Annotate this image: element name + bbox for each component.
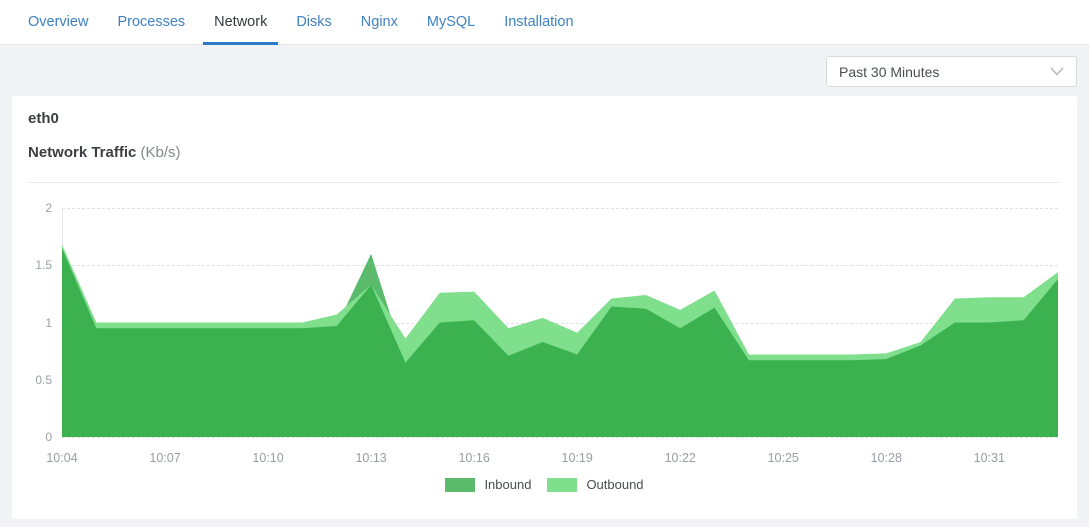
tab-mysql[interactable]: MySQL [426, 14, 476, 30]
tab-overview[interactable]: Overview [28, 14, 89, 30]
y-axis-label: 1 [45, 315, 52, 330]
x-axis-label: 10:10 [252, 451, 284, 465]
legend-swatch-outbound [547, 477, 578, 492]
tab-processes[interactable]: Processes [117, 14, 186, 30]
chevron-down-icon [1050, 67, 1064, 76]
chart-legend: Inbound Outbound [12, 477, 1077, 492]
x-axis-label: 10:13 [355, 451, 387, 465]
legend-swatch-inbound [445, 477, 476, 492]
gridline-y-1 [62, 322, 1058, 324]
x-axis-label: 10:28 [870, 451, 902, 465]
legend-label-outbound: Outbound [586, 477, 644, 492]
chart-plot-area[interactable] [62, 208, 1058, 437]
gridline-y-2 [62, 208, 1058, 209]
x-axis-label: 10:25 [767, 451, 799, 465]
x-axis-label: 10:22 [664, 451, 696, 465]
x-axis-label: 10:16 [458, 451, 490, 465]
gridline-y-0 [62, 437, 1058, 438]
x-axis-label: 10:04 [46, 451, 78, 465]
header-divider [28, 182, 1061, 183]
time-range-select[interactable]: Past 30 Minutes [826, 56, 1077, 87]
x-axis-label: 10:31 [973, 451, 1005, 465]
y-axis-label: 2 [45, 201, 52, 215]
legend-item-inbound: Inbound [445, 477, 531, 492]
y-axis-label: 0.5 [35, 372, 52, 387]
tab-nginx[interactable]: Nginx [360, 14, 398, 30]
x-axis-label: 10:19 [561, 451, 593, 465]
tab-bar: Overview Processes Network Disks Nginx MySQL I… [0, 0, 1089, 45]
network-card: eth0 Network Traffic (Kb/s) 0 0.5 1 1.5 2 10:… [12, 96, 1077, 519]
y-axis-label: 0 [45, 430, 52, 444]
chart-title: Network Traffic (Kb/s) [28, 144, 181, 161]
legend-item-outbound: Outbound [547, 477, 644, 492]
gridline-y-1.5 [62, 265, 1058, 267]
tab-installation[interactable]: Installation [504, 14, 574, 30]
y-axis-label: 1.5 [35, 258, 52, 273]
chart-title-text: Network Traffic [28, 144, 137, 161]
time-range-value: Past 30 Minutes [839, 63, 940, 80]
network-traffic-chart: 0 0.5 1 1.5 2 10:04 10:07 10:10 10:13 10:16 10:19 1… [35, 201, 1058, 465]
interface-title: eth0 [28, 110, 59, 127]
tab-disks[interactable]: Disks [296, 14, 332, 30]
chart-unit-text: (Kb/s) [140, 144, 181, 161]
tab-network[interactable]: Network [203, 0, 279, 45]
x-axis-label: 10:07 [149, 451, 181, 465]
legend-label-inbound: Inbound [484, 477, 532, 492]
overlap-area [62, 248, 1058, 437]
